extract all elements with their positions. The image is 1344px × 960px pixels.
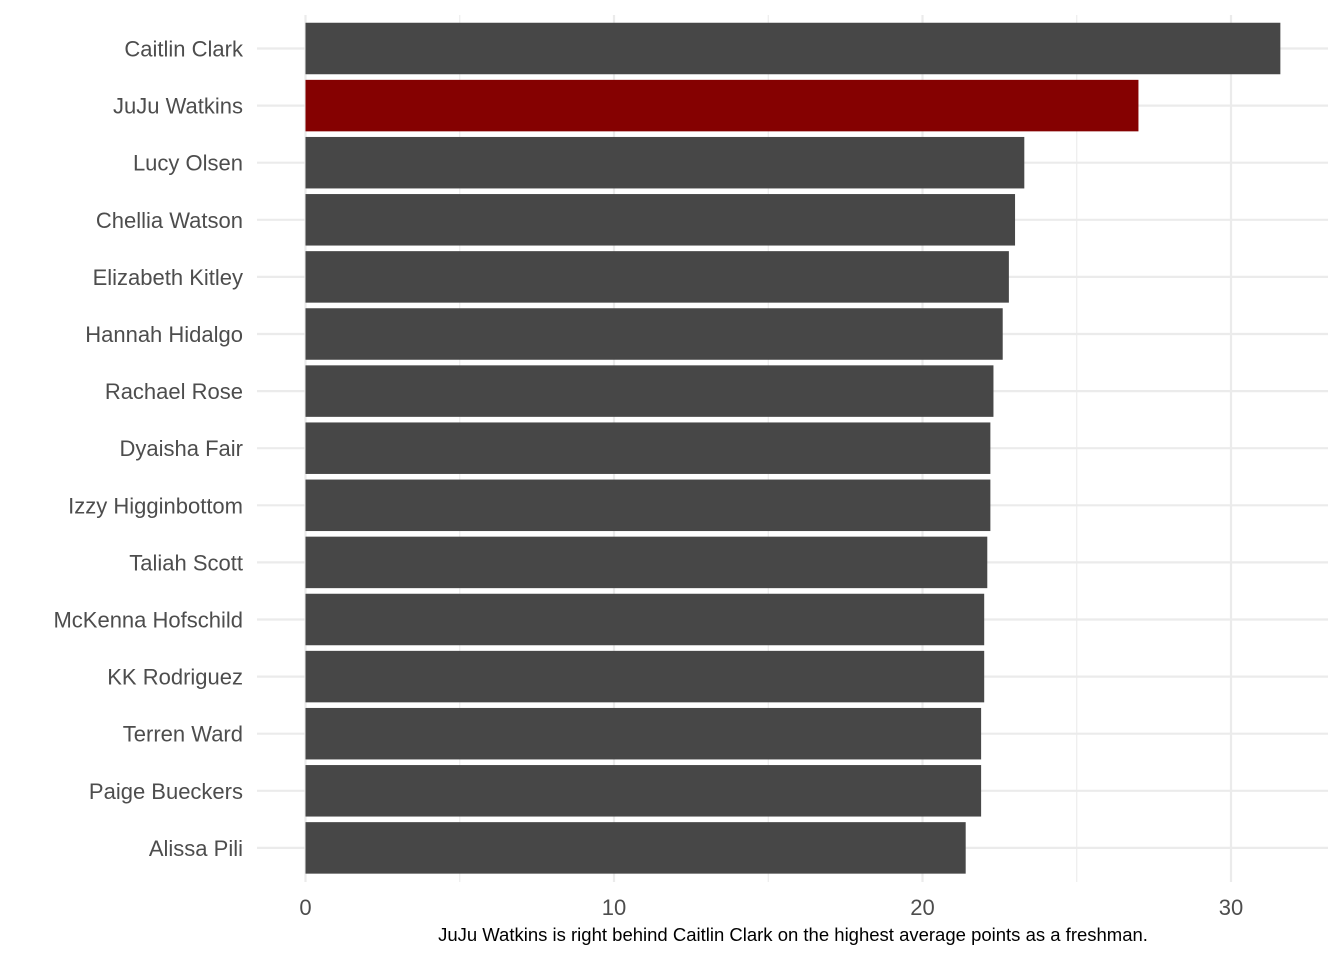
bar-dyaisha-fair bbox=[305, 422, 991, 474]
x-tick-label: 0 bbox=[299, 895, 311, 920]
y-tick-label: Taliah Scott bbox=[129, 550, 243, 575]
x-tick-label: 20 bbox=[910, 895, 934, 920]
bar-rachael-rose bbox=[305, 365, 994, 417]
bar-chellia-watson bbox=[305, 194, 1016, 246]
y-tick-label: Chellia Watson bbox=[96, 208, 243, 233]
bar-paige-bueckers bbox=[305, 765, 982, 817]
bar-juju-watkins bbox=[305, 79, 1139, 132]
x-axis-labels: 0 10 20 30 bbox=[299, 895, 1243, 920]
y-axis-labels: Caitlin Clark JuJu Watkins Lucy Olsen Chell… bbox=[53, 37, 244, 861]
bar-mckenna-hofschild bbox=[305, 593, 985, 646]
bar-lucy-olsen bbox=[305, 136, 1025, 189]
y-tick-label: Terren Ward bbox=[123, 722, 243, 747]
bar-elizabeth-kitley bbox=[305, 251, 1009, 303]
y-tick-label: Alissa Pili bbox=[149, 836, 243, 861]
y-tick-label: JuJu Watkins bbox=[113, 94, 243, 119]
x-tick-label: 30 bbox=[1219, 895, 1243, 920]
y-tick-label: Lucy Olsen bbox=[133, 151, 243, 176]
bar-taliah-scott bbox=[305, 536, 988, 589]
y-tick-label: Dyaisha Fair bbox=[120, 436, 243, 461]
x-tick-label: 10 bbox=[602, 895, 626, 920]
chart-caption: JuJu Watkins is right behind Caitlin Cla… bbox=[438, 924, 1148, 945]
bar-izzy-higginbottom bbox=[305, 479, 991, 532]
y-tick-label: Rachael Rose bbox=[105, 379, 243, 404]
y-tick-label: KK Rodriguez bbox=[107, 665, 243, 690]
bar-caitlin-clark bbox=[305, 22, 1281, 75]
bar-terren-ward bbox=[305, 707, 982, 760]
y-tick-label: Hannah Hidalgo bbox=[85, 322, 243, 347]
y-tick-label: Paige Bueckers bbox=[89, 779, 243, 804]
bar-kk-rodriguez bbox=[305, 650, 985, 703]
y-tick-label: Izzy Higginbottom bbox=[68, 493, 243, 518]
bars bbox=[305, 22, 1281, 874]
bar-alissa-pili bbox=[305, 822, 966, 874]
bar-hannah-hidalgo bbox=[305, 308, 1003, 360]
y-tick-label: Caitlin Clark bbox=[124, 37, 244, 62]
y-tick-label: Elizabeth Kitley bbox=[93, 265, 243, 290]
y-tick-label: McKenna Hofschild bbox=[53, 608, 243, 633]
